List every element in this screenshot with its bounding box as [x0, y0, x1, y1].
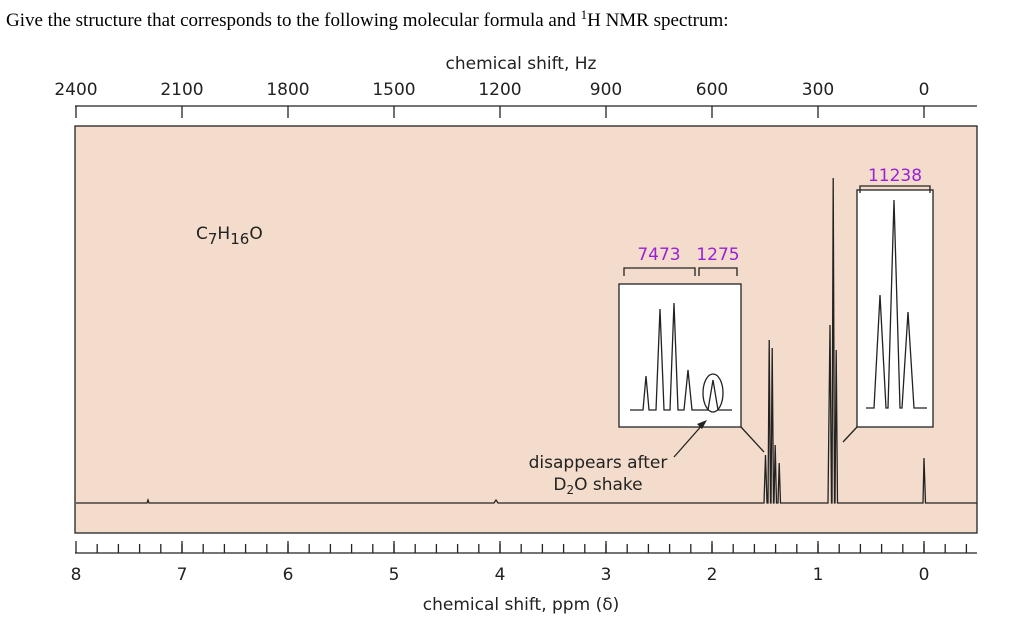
question-text: H NMR spectrum: [587, 10, 728, 31]
integral: 11238 [868, 166, 922, 186]
top-tick-label: 1800 [266, 80, 309, 100]
plot-area [74, 125, 978, 534]
top-tick-label: 900 [590, 80, 622, 100]
leader-line [740, 426, 765, 453]
subscript: 16 [230, 230, 249, 248]
inset-box [618, 283, 742, 428]
inset-triplet [866, 199, 927, 409]
top-tick-label: 2400 [54, 80, 97, 100]
bottom-tick-label: 1 [813, 565, 824, 585]
annotation-text: D [553, 475, 566, 495]
oh-circle [702, 373, 724, 413]
top-tick-label: 300 [802, 80, 834, 100]
question-text: Give the structure that corresponds to t… [6, 10, 581, 31]
bottom-tick-label: 4 [495, 565, 506, 585]
bottom-tick-label: 5 [389, 565, 400, 585]
bottom-tick-label: 2 [707, 565, 718, 585]
inset-multiplet [630, 302, 732, 411]
arrow-shaft [673, 422, 705, 458]
question: Give the structure that corresponds to t… [6, 7, 729, 31]
spectrum [76, 177, 977, 504]
element: C [196, 224, 208, 244]
top-tick-label: 0 [919, 80, 930, 100]
formula: C7H16O [196, 224, 263, 248]
integral: 7473 [637, 245, 680, 265]
integral: 1275 [696, 245, 739, 265]
annotation: D2O shake [553, 475, 642, 497]
subscript: 7 [208, 230, 218, 248]
top-axis-label: chemical shift, Hz [446, 54, 597, 74]
bottom-tick-label: 3 [601, 565, 612, 585]
bottom-tick-label: 7 [177, 565, 188, 585]
bottom-tick-label: 8 [71, 565, 82, 585]
top-tick-label: 1200 [478, 80, 521, 100]
bottom-tick-label: 6 [283, 565, 294, 585]
arrow-head [697, 420, 707, 429]
annotation: disappears after [529, 453, 668, 473]
top-tick-label: 600 [696, 80, 728, 100]
integral-brackets [623, 185, 931, 276]
superscript: 1 [581, 7, 588, 22]
top-tick-label: 1500 [372, 80, 415, 100]
top-tick-label: 2100 [160, 80, 203, 100]
bottom-axis-label: chemical shift, ppm (δ) [423, 595, 619, 615]
element: O [249, 224, 262, 244]
annotation-text: O shake [574, 475, 643, 495]
leader-line [842, 426, 858, 443]
subscript: 2 [566, 483, 574, 497]
element: H [217, 224, 230, 244]
bottom-tick-label: 0 [919, 565, 930, 585]
